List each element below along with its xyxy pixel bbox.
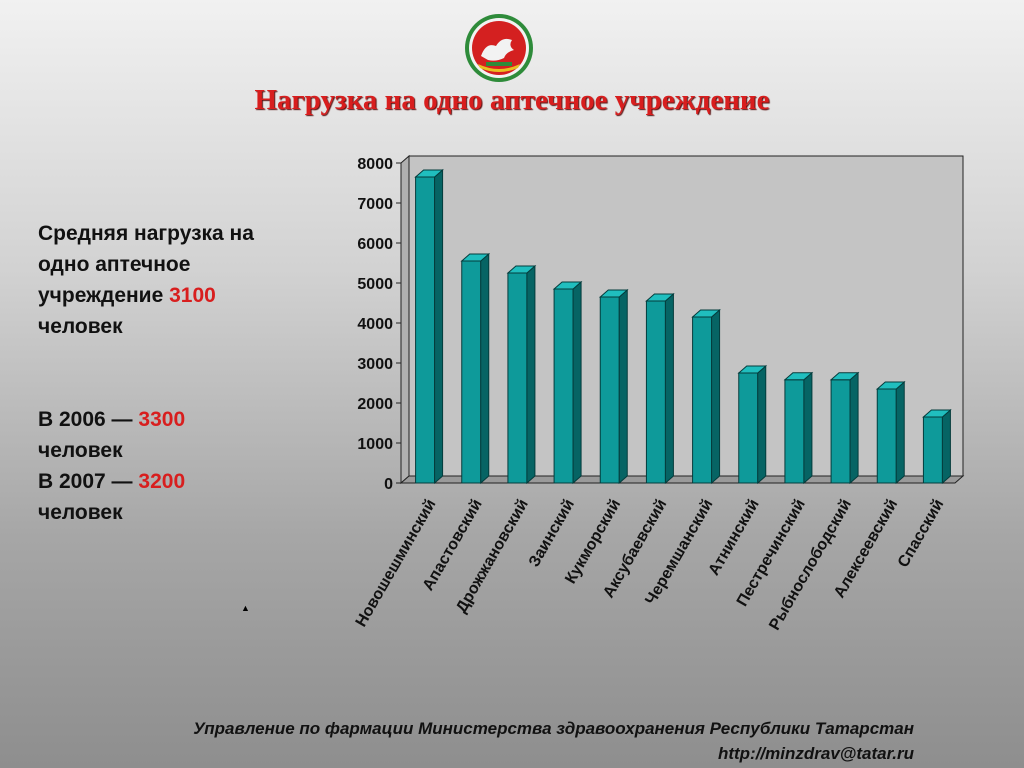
- bar-top: [645, 293, 675, 302]
- footer: Управление по фармации Министерства здра…: [193, 716, 914, 766]
- bar-top: [552, 281, 583, 290]
- bar-side: [711, 308, 721, 485]
- y-tick-label: 1000: [357, 436, 393, 453]
- bar: [783, 371, 814, 485]
- bar-side: [572, 280, 582, 485]
- bar-side: [526, 264, 536, 485]
- bar-top: [691, 309, 721, 318]
- bar: [552, 280, 583, 485]
- bar-front: [692, 316, 713, 484]
- x-category-label: Заинский: [526, 497, 578, 570]
- average-load-label: Средняя нагрузка на одно аптечное учрежд…: [38, 222, 254, 307]
- bar-top: [598, 289, 629, 298]
- bar-front: [830, 379, 851, 484]
- y-tick-label: 8000: [357, 156, 393, 173]
- bar-side: [434, 168, 444, 485]
- bar-front: [415, 176, 436, 484]
- year-2006-value: 3300: [138, 408, 186, 431]
- y-tick-label: 6000: [357, 236, 393, 253]
- bar: [506, 264, 537, 485]
- bar: [875, 380, 906, 485]
- footer-url: http://minzdrav@tatar.ru: [717, 744, 914, 763]
- bar-front: [645, 300, 666, 484]
- y-tick-label: 5000: [357, 276, 393, 293]
- bar-front: [784, 379, 805, 484]
- bar: [460, 252, 491, 485]
- bar-side: [803, 371, 813, 485]
- bar-side: [895, 380, 905, 485]
- y-tick-label: 2000: [357, 396, 393, 413]
- bar-top: [460, 253, 491, 262]
- bar: [414, 168, 444, 485]
- bar-side: [849, 371, 859, 485]
- bar-front: [876, 388, 897, 484]
- bar-front: [738, 372, 759, 484]
- year-2007-block: В 2007 — 3200 человек: [38, 466, 278, 528]
- bar-front: [599, 296, 620, 484]
- bar-side: [941, 408, 951, 485]
- bar-top: [737, 365, 768, 374]
- bar-top: [783, 372, 814, 381]
- plot-side-wall: [400, 154, 410, 485]
- bar-top: [414, 169, 444, 178]
- bar-top: [506, 265, 537, 274]
- y-tick-label: 3000: [357, 356, 393, 373]
- bar-side: [618, 288, 628, 485]
- year-2007-value: 3200: [138, 470, 186, 493]
- bar-front: [507, 272, 528, 484]
- footer-organization: Управление по фармации Министерства здра…: [193, 719, 914, 738]
- bar-side: [757, 364, 767, 485]
- triangle-marker-icon: ▲: [241, 603, 250, 613]
- bar-front: [922, 416, 943, 484]
- bar: [922, 408, 952, 485]
- bar-top: [922, 409, 952, 418]
- y-tick-label: 4000: [357, 316, 393, 333]
- year-2007-unit: человек: [38, 501, 123, 524]
- slide-title: Нагрузка на одно аптечное учреждение: [254, 84, 770, 116]
- bar-side: [664, 292, 674, 485]
- x-category-label: Новошешминский: [353, 497, 440, 630]
- year-2007-label: В 2007 —: [38, 470, 133, 493]
- year-2006-unit: человек: [38, 439, 123, 462]
- bar: [691, 308, 721, 485]
- x-category-label: Спасский: [895, 497, 948, 571]
- bar-front: [553, 288, 574, 484]
- bar: [645, 292, 675, 485]
- year-2006-label: В 2006 —: [38, 408, 133, 431]
- bar: [737, 364, 768, 485]
- average-load-value: 3100: [169, 284, 216, 307]
- plot-floor: [399, 475, 965, 484]
- bar-top: [875, 381, 906, 390]
- y-tick-label: 0: [384, 476, 393, 493]
- average-load-unit: человек: [38, 315, 123, 338]
- summary-text: Средняя нагрузка на одно аптечное учрежд…: [38, 218, 278, 528]
- year-2006-block: В 2006 — 3300 человек: [38, 404, 278, 466]
- x-category-label: Рыбнослободский: [766, 497, 855, 634]
- tatarstan-emblem-logo: [456, 12, 542, 84]
- average-load-block: Средняя нагрузка на одно аптечное учрежд…: [38, 218, 278, 342]
- bar-top: [829, 372, 860, 381]
- bar: [598, 288, 629, 485]
- bar-side: [480, 252, 490, 485]
- y-tick-label: 7000: [357, 196, 393, 213]
- bar: [829, 371, 860, 485]
- bar-front: [461, 260, 482, 484]
